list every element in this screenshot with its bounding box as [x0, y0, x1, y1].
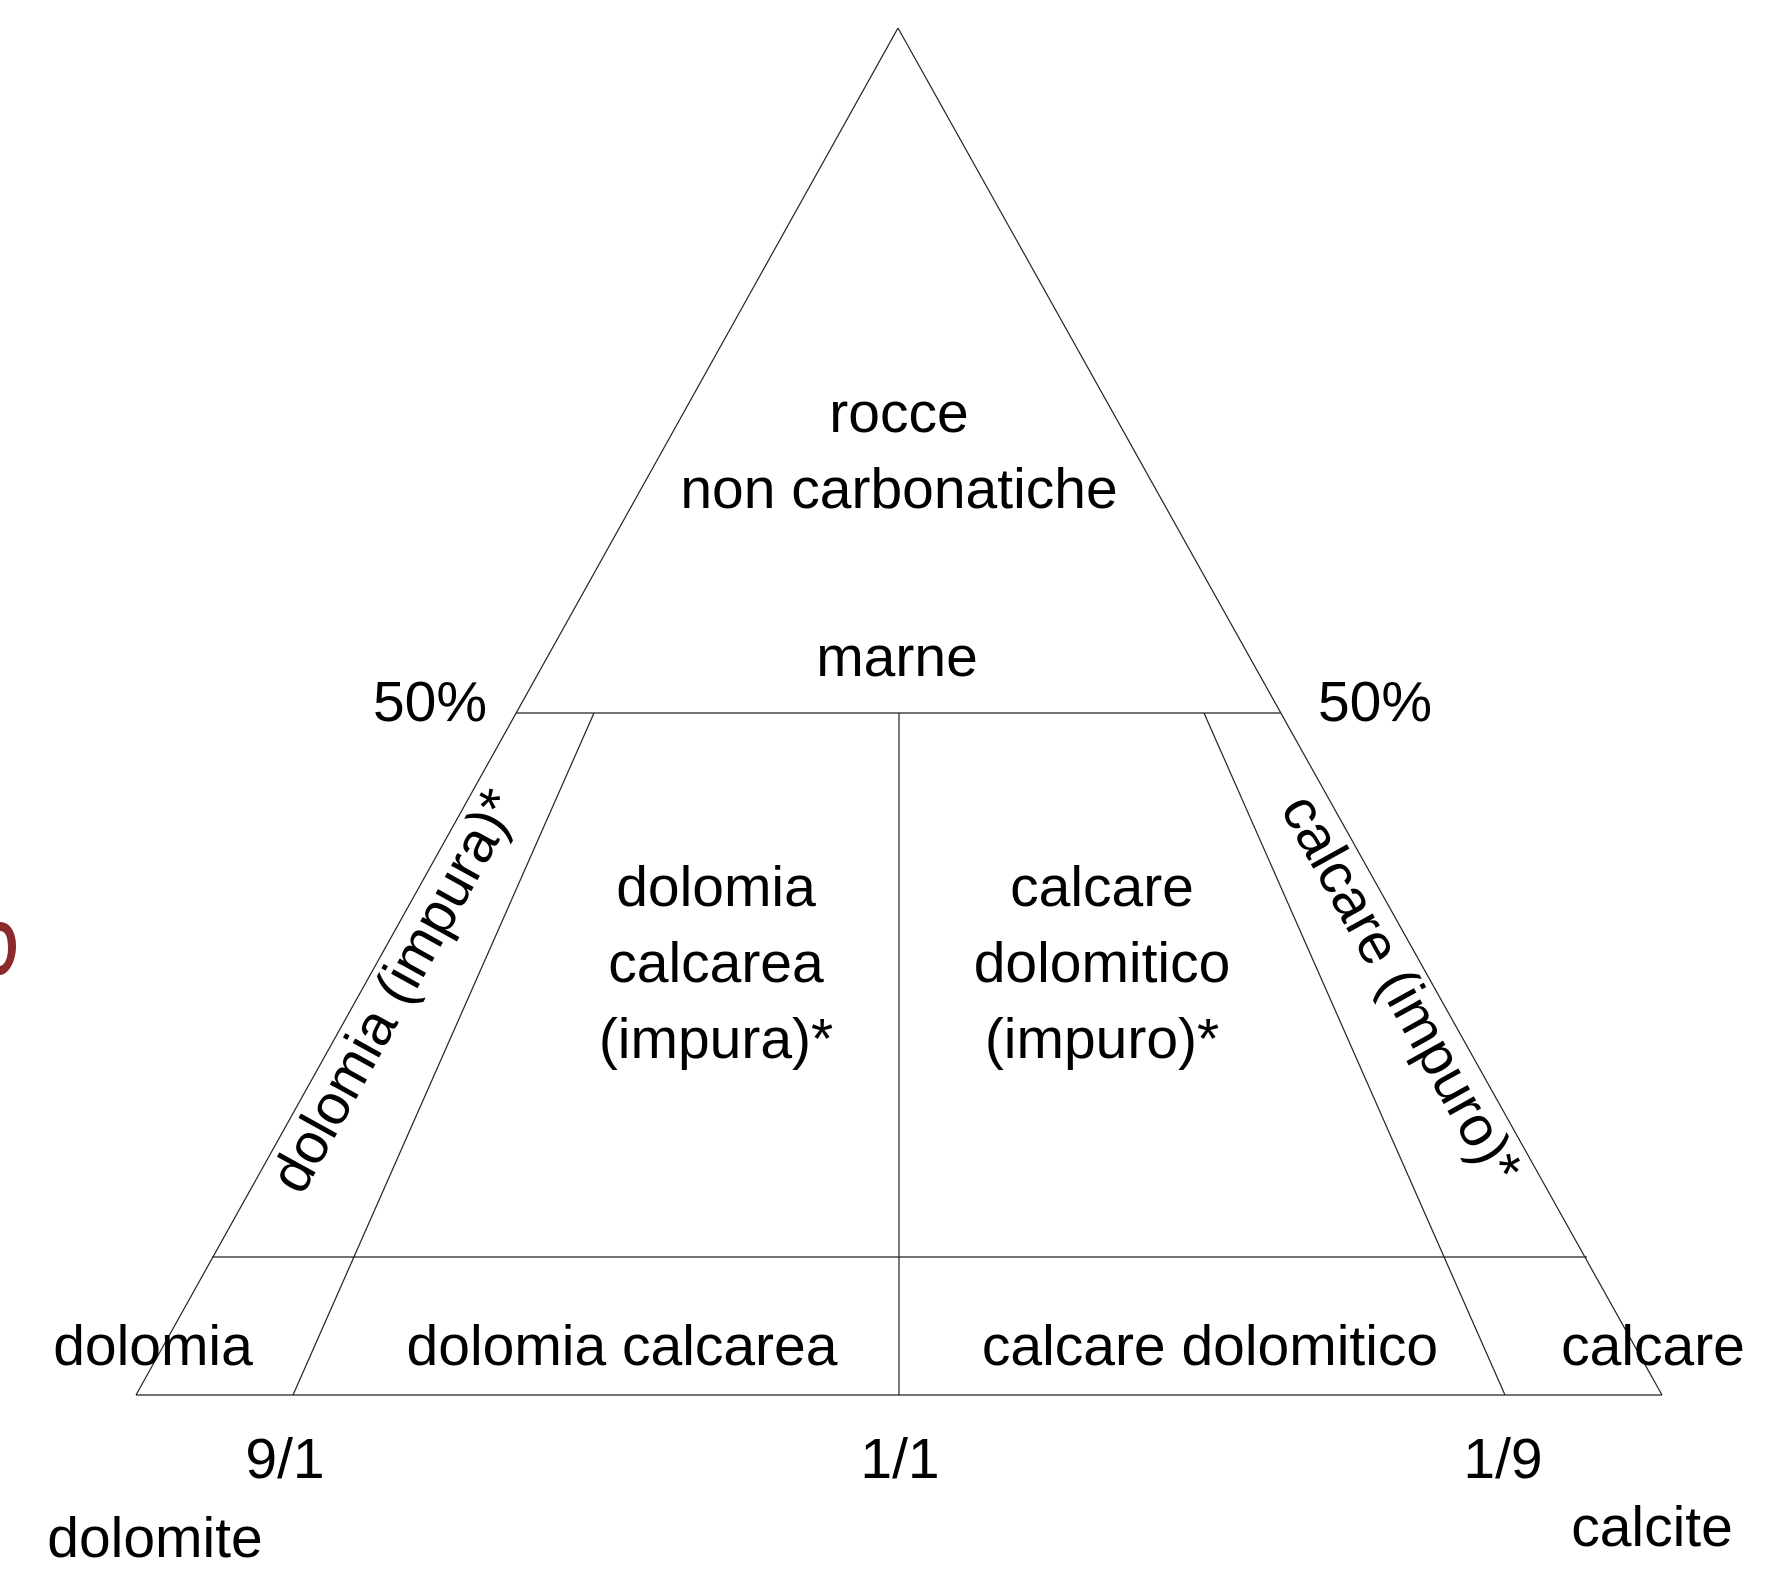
ratio-label-1-1: 1/1	[860, 1427, 939, 1491]
region-dolomia-impura: dolomia (impura)*	[257, 779, 531, 1203]
percent-label-left: 50%	[373, 670, 487, 734]
divider-1-9	[1203, 712, 1506, 1396]
triangle-right-side	[897, 27, 1663, 1396]
region-calcare-dolomitico-impuro-line-3: (impuro)*	[985, 1007, 1219, 1071]
triangle-left-side	[135, 27, 899, 1396]
region-calcare-dolomitico-impuro-line-2: dolomitico	[974, 931, 1231, 995]
divider-9-1	[292, 712, 595, 1396]
edge-fragment-mark	[0, 922, 16, 975]
ratio-label-9-1: 9/1	[245, 1427, 324, 1491]
region-calcare-dolomitico: calcare dolomitico	[982, 1314, 1438, 1378]
region-dolomia-calcarea-impura-line-2: calcarea	[608, 931, 824, 995]
endmember-calcite: calcite	[1571, 1495, 1733, 1559]
region-top-line-2: non carbonatiche	[680, 457, 1117, 521]
percent-label-right: 50%	[1318, 670, 1432, 734]
region-calcare-impuro: calcare (impuro)*	[1268, 783, 1534, 1194]
region-dolomia-calcarea-impura-line-1: dolomia	[616, 855, 816, 919]
region-dolomia-calcarea: dolomia calcarea	[407, 1314, 838, 1378]
region-calcare-dolomitico-impuro-line-1: calcare	[1010, 855, 1194, 919]
region-dolomia: dolomia	[53, 1314, 253, 1378]
endmember-dolomite: dolomite	[47, 1506, 262, 1570]
region-calcare: calcare	[1561, 1314, 1745, 1378]
region-dolomia-calcarea-impura-line-3: (impura)*	[599, 1007, 833, 1071]
ratio-label-1-9: 1/9	[1463, 1427, 1542, 1491]
region-marne: marne	[816, 625, 978, 689]
region-top-line-1: rocce	[829, 381, 968, 445]
